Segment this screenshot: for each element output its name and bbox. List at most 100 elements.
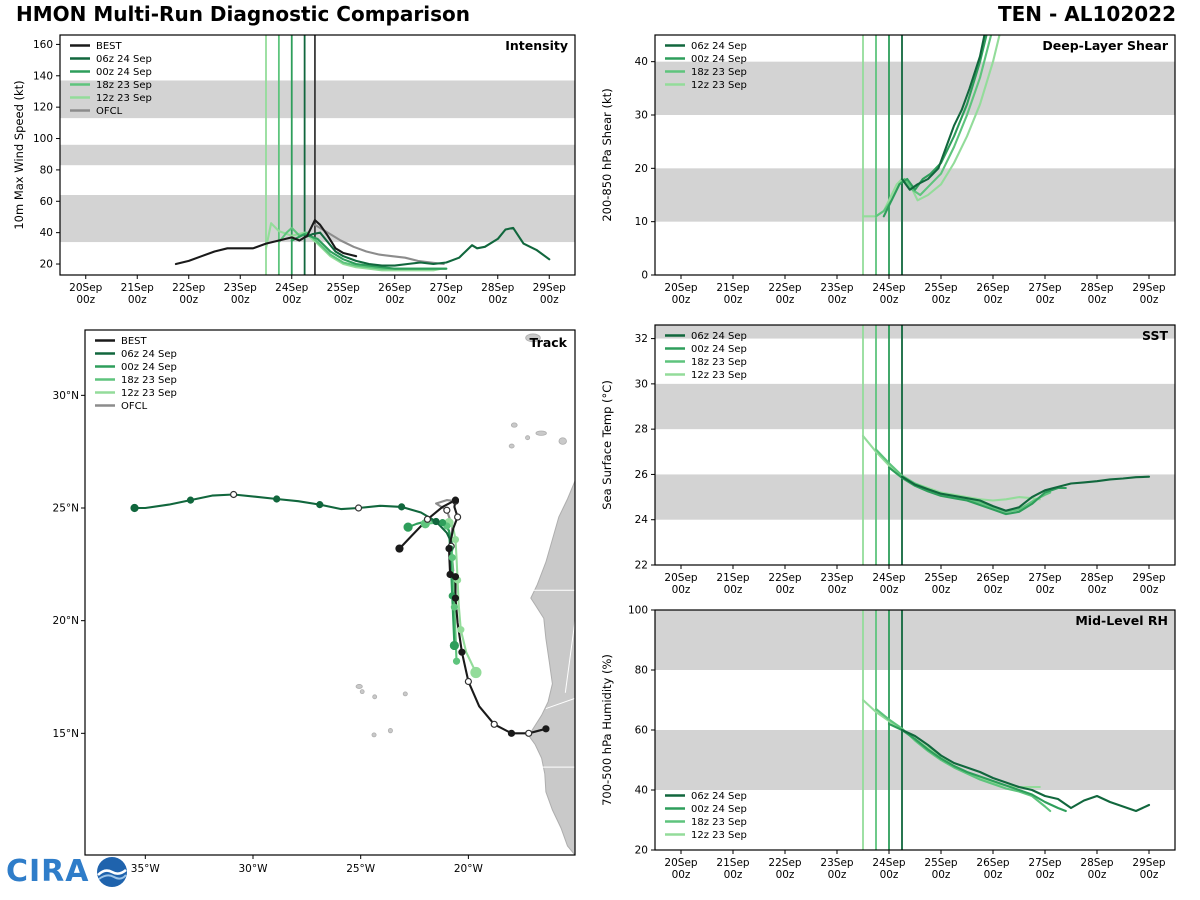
track-marker-best xyxy=(454,513,462,521)
legend-label: 06z 24 Sep xyxy=(691,41,747,52)
legend-label: 06z 24 Sep xyxy=(121,349,177,360)
x-tick-label: 00z xyxy=(672,294,691,306)
x-tick-label: 27Sep xyxy=(1028,857,1061,869)
y-tick-label: 120 xyxy=(33,102,53,114)
shaded-band xyxy=(60,195,575,243)
intensity-chart: 2040608010012014016020Sep00z21Sep00z22Se… xyxy=(12,34,576,306)
cira-logo: CIRA xyxy=(6,854,129,889)
island xyxy=(402,691,408,697)
x-tick-label: 00z xyxy=(828,294,847,306)
island xyxy=(387,728,393,734)
sst-chart: 22242628303220Sep00z21Sep00z22Sep00z23Se… xyxy=(600,324,1176,596)
deep_layer_shear-ylabel: 200-850 hPa Shear (kt) xyxy=(600,88,614,221)
track-marker-18z-23sep xyxy=(450,603,458,611)
legend-label: 18z 23 Sep xyxy=(691,357,747,368)
track-marker-12z-23sep xyxy=(470,666,482,679)
track-marker-best xyxy=(507,729,516,737)
track-marker-best xyxy=(458,648,466,656)
x-tick-label: 20Sep xyxy=(664,282,697,294)
cira-globe-icon xyxy=(96,856,127,887)
sst-panel: 22 24 26 28 30 32 20Sep 00z 21Sep 00z 22Sep 00z 23Se… xyxy=(598,319,1190,623)
series-06z-24sep xyxy=(900,35,986,191)
x-tick-label: 00z xyxy=(1088,869,1107,881)
x-tick-label: 26Sep xyxy=(976,282,1009,294)
track-marker-18z-23sep xyxy=(452,657,461,665)
x-tick-label: 00z xyxy=(776,294,795,306)
track-marker-06z-24sep xyxy=(432,517,440,526)
track-best xyxy=(398,499,547,735)
track-06z-24sep xyxy=(134,493,455,547)
y-tick-label: 100 xyxy=(33,133,53,145)
y-tick-label: 100 xyxy=(628,605,648,617)
deep_layer_shear-title: Deep-Layer Shear xyxy=(1042,38,1168,53)
country-border xyxy=(545,697,575,710)
shaded-band xyxy=(655,383,1175,430)
lon-tick-label: 30°W xyxy=(239,863,269,875)
lon-tick-label: 25°W xyxy=(346,863,376,875)
track-marker-best xyxy=(525,729,533,737)
y-tick-label: 160 xyxy=(33,39,53,51)
track-marker-00z-24sep xyxy=(403,522,413,532)
x-tick-label: 28Sep xyxy=(481,282,514,294)
y-tick-label: 10 xyxy=(635,216,648,228)
track-marker-best xyxy=(395,544,404,553)
series-00z-24sep xyxy=(882,35,988,218)
legend-label: 18z 23 Sep xyxy=(96,80,152,91)
plot-frame xyxy=(59,34,576,276)
track-marker-best xyxy=(464,677,472,686)
x-tick-label: 26Sep xyxy=(976,572,1009,584)
legend: 06z 24 Sep 00z 24 Sep 18z 23 Sep 12z 23 Sep xyxy=(665,791,747,841)
x-tick-label: 00z xyxy=(437,294,456,306)
track-marker-best xyxy=(451,594,460,602)
x-tick-label: 21Sep xyxy=(716,857,749,869)
x-tick-label: 00z xyxy=(932,869,951,881)
intensity-ylabel: 10m Max Wind Speed (kt) xyxy=(12,80,26,229)
series-best xyxy=(174,219,358,266)
shaded-band xyxy=(655,325,1175,339)
x-tick-label: 20Sep xyxy=(664,572,697,584)
y-tick-label: 40 xyxy=(635,785,648,797)
deep_layer_shear-chart: 01020304020Sep00z21Sep00z22Sep00z23Sep00… xyxy=(600,34,1176,306)
x-tick-label: 29Sep xyxy=(533,282,566,294)
track-marker-best xyxy=(445,544,453,553)
legend-label: 12z 23 Sep xyxy=(96,93,152,104)
track-marker-best xyxy=(446,570,454,579)
track-marker-12z-23sep xyxy=(451,535,460,544)
x-tick-label: 00z xyxy=(1140,584,1159,596)
track-marker-06z-24sep xyxy=(354,504,363,512)
mid_level_rh-ylabel: 700-500 hPa Humidity (%) xyxy=(600,654,614,806)
track-00z-24sep xyxy=(407,519,456,646)
legend-label: 00z 24 Sep xyxy=(691,54,747,65)
x-tick-label: 00z xyxy=(932,584,951,596)
country-border xyxy=(564,620,575,693)
x-tick-label: 00z xyxy=(385,294,404,306)
x-tick-label: 21Sep xyxy=(121,282,154,294)
cira-logo-text: CIRA xyxy=(6,854,90,889)
legend: 06z 24 Sep 00z 24 Sep 18z 23 Sep 12z 23 Sep xyxy=(665,331,747,381)
lat-tick-label: 15°N xyxy=(53,728,79,740)
x-tick-label: 25Sep xyxy=(924,282,957,294)
x-tick-label: 29Sep xyxy=(1132,857,1165,869)
island xyxy=(558,437,567,445)
x-tick-label: 29Sep xyxy=(1132,572,1165,584)
x-tick-label: 28Sep xyxy=(1080,282,1113,294)
y-tick-label: 26 xyxy=(635,469,649,481)
legend-label: 18z 23 Sep xyxy=(121,375,177,386)
track-marker-06z-24sep xyxy=(398,503,406,511)
series-ofcl xyxy=(313,223,445,266)
track-marker-00z-24sep xyxy=(438,519,447,527)
x-tick-label: 21Sep xyxy=(716,572,749,584)
lon-tick-label: 20°W xyxy=(454,863,484,875)
legend-label: 12z 23 Sep xyxy=(691,830,747,841)
legend-label: BEST xyxy=(121,336,148,347)
track-marker-best xyxy=(542,725,550,733)
y-tick-label: 24 xyxy=(635,514,649,526)
lon-tick-label: 35°W xyxy=(131,863,161,875)
track-marker-18z-23sep xyxy=(448,553,456,562)
x-tick-label: 00z xyxy=(128,294,147,306)
island xyxy=(525,333,541,343)
x-tick-label: 00z xyxy=(880,294,899,306)
y-tick-label: 60 xyxy=(635,725,648,737)
x-tick-label: 29Sep xyxy=(1132,282,1165,294)
